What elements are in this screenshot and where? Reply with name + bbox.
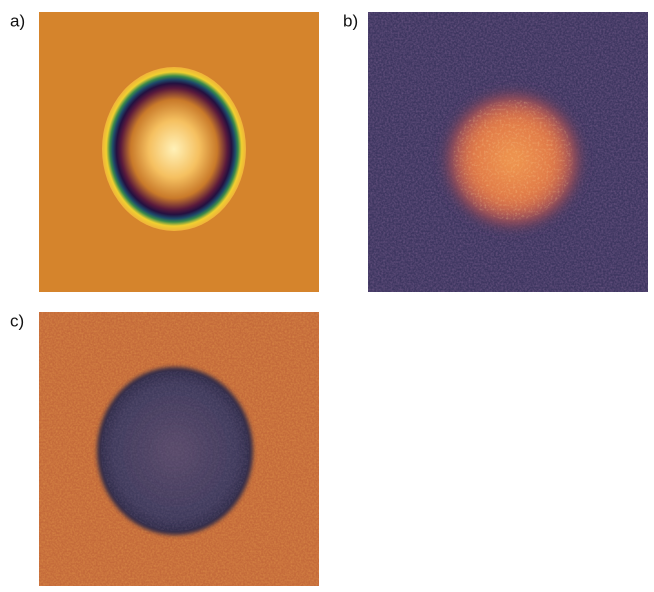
image-feature xyxy=(102,67,246,231)
panel-label: a) xyxy=(10,11,25,30)
panel-c: c) xyxy=(10,311,319,586)
panel-a: a) xyxy=(10,11,319,292)
panel-label: b) xyxy=(343,11,358,30)
image-noise xyxy=(101,371,249,531)
figure: a) b) c) xyxy=(0,0,654,587)
panel-label: c) xyxy=(10,311,24,330)
panel-b: b) xyxy=(343,11,648,292)
page: a) b) c) (() => { const data = JSON.pars… xyxy=(0,0,654,587)
